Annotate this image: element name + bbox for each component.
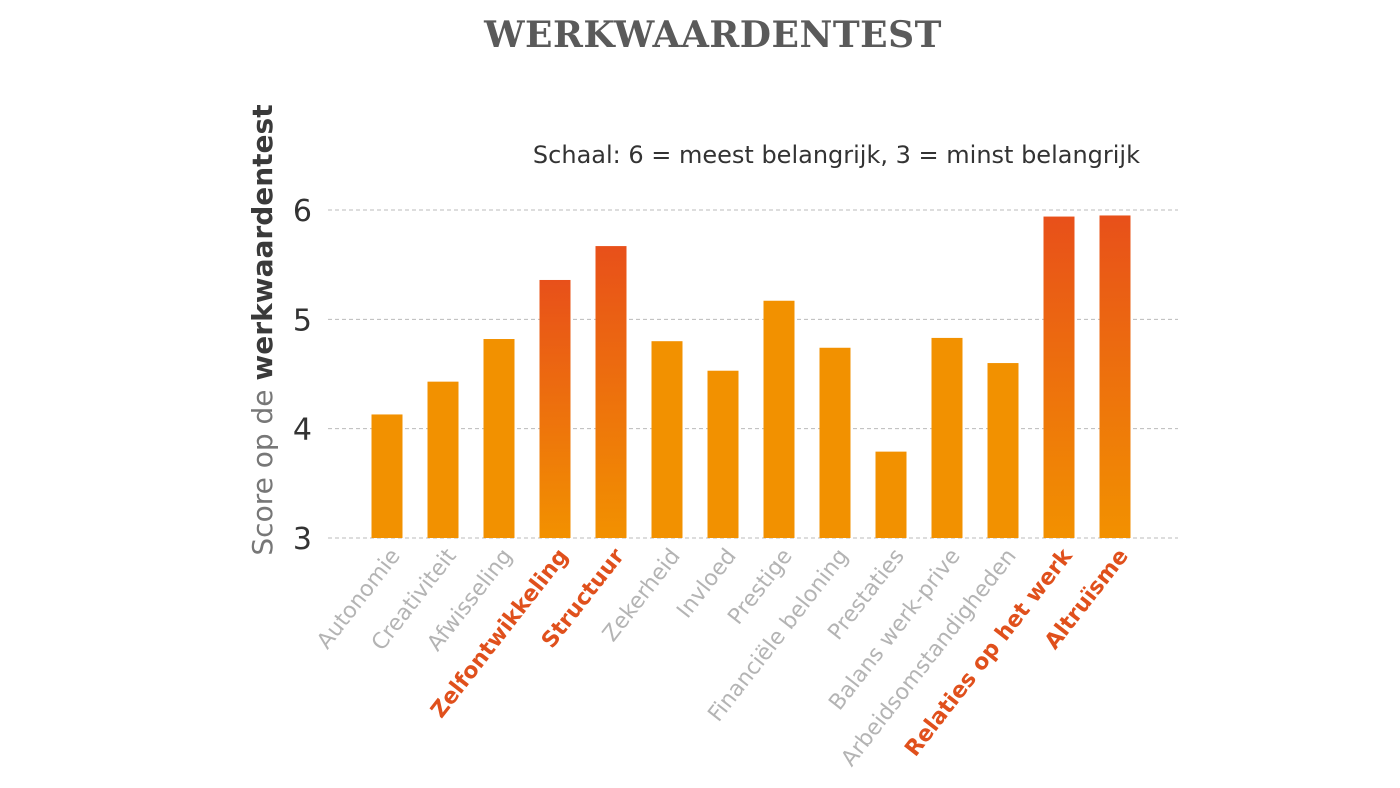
bar bbox=[371, 414, 403, 538]
y-tick-label: 6 bbox=[293, 194, 312, 229]
bar bbox=[707, 370, 739, 538]
gridlines bbox=[328, 209, 1178, 539]
bar bbox=[595, 246, 627, 538]
bar bbox=[875, 451, 907, 538]
y-axis-label-bold: werkwaardentest bbox=[246, 104, 279, 380]
y-tick-label: 4 bbox=[293, 413, 312, 448]
bar bbox=[483, 339, 515, 538]
bar bbox=[819, 347, 851, 538]
x-tick-labels: AutonomieCreativiteitAfwisselingZelfontw… bbox=[312, 543, 1133, 771]
y-tick-label: 3 bbox=[293, 522, 312, 557]
y-tick-label: 5 bbox=[293, 303, 312, 338]
bar bbox=[1099, 215, 1131, 538]
bar bbox=[987, 363, 1019, 538]
chart-subtitle: Schaal: 6 = meest belangrijk, 3 = minst … bbox=[533, 141, 1140, 169]
bar bbox=[763, 300, 795, 538]
y-axis-label-prefix: Score op de bbox=[246, 381, 279, 556]
y-axis-label: Score op de werkwaardentest bbox=[246, 104, 279, 555]
y-tick-labels: 3 4 5 6 bbox=[293, 194, 312, 557]
bar bbox=[427, 381, 459, 538]
bar bbox=[931, 337, 963, 538]
bar bbox=[1043, 216, 1075, 538]
bar bbox=[651, 341, 683, 538]
bar bbox=[539, 279, 571, 538]
chart-title: WERKWAARDENTEST bbox=[484, 14, 942, 56]
bars bbox=[371, 215, 1131, 538]
